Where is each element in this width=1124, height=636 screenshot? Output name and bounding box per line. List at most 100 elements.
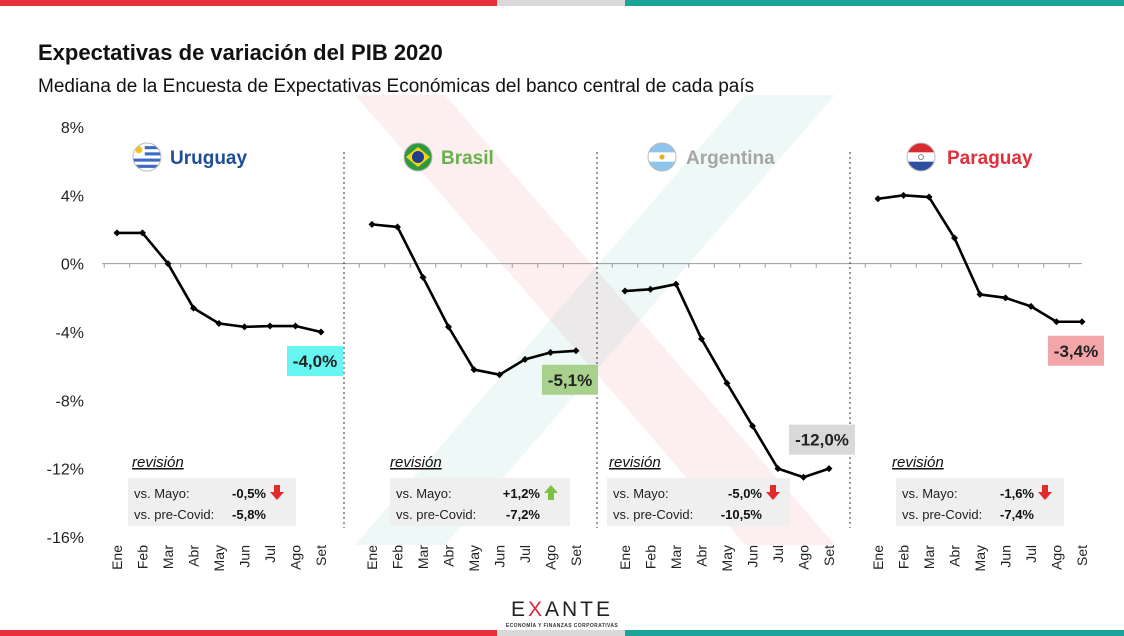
- data-point: [419, 273, 427, 281]
- revision-row-label: vs. Mayo:: [613, 486, 669, 501]
- data-point: [774, 465, 782, 473]
- data-point: [951, 234, 958, 242]
- data-point: [113, 229, 121, 237]
- month-tick-label: Set: [568, 545, 584, 566]
- y-tick-label: 4%: [61, 188, 84, 205]
- month-tick-label: Jun: [745, 545, 761, 568]
- y-tick-label: 8%: [61, 120, 84, 137]
- country-name: Argentina: [686, 148, 775, 169]
- data-point: [723, 379, 731, 387]
- month-tick-label: Ene: [109, 545, 125, 570]
- exante-logo: EXANTE ECONOMÍA Y FINANZAS CORPORATIVAS: [500, 598, 624, 629]
- month-tick-label: Abr: [186, 545, 202, 567]
- data-point: [800, 473, 807, 481]
- final-value-label: -5,1%: [548, 371, 592, 390]
- revision-row-value: +1,2%: [503, 486, 541, 501]
- final-value-badge: [789, 424, 855, 455]
- final-value-badge: [287, 346, 343, 376]
- data-point: [547, 349, 554, 356]
- month-tick-label: May: [972, 545, 988, 571]
- data-point: [521, 355, 529, 363]
- watermark-stroke: [355, 95, 835, 545]
- data-point: [445, 323, 452, 331]
- revision-label: revisión: [390, 454, 442, 471]
- revision-row-value: -7,2%: [506, 507, 540, 522]
- month-tick-label: Ene: [617, 545, 633, 570]
- month-tick-label: Set: [821, 545, 837, 566]
- data-point: [1053, 318, 1060, 326]
- data-point: [825, 465, 833, 473]
- data-point: [394, 223, 401, 231]
- month-tick-label: May: [719, 545, 735, 571]
- month-tick-label: Jul: [770, 545, 786, 563]
- month-tick-label: Mar: [921, 545, 937, 569]
- month-tick-label: Abr: [694, 545, 710, 567]
- revision-box: [607, 478, 790, 526]
- uruguay-series-line: [117, 231, 322, 334]
- y-tick-label: -16%: [47, 530, 84, 547]
- month-tick-label: Mar: [160, 545, 176, 569]
- data-point: [621, 287, 629, 295]
- data-point: [292, 322, 299, 330]
- data-point: [496, 371, 503, 379]
- arrow-down-icon: [766, 485, 780, 500]
- y-tick-label: 0%: [61, 257, 84, 274]
- revision-row-label: vs. Mayo:: [396, 486, 452, 501]
- month-tick-label: Abr: [947, 545, 963, 567]
- revision-row-value: -10,5%: [721, 507, 763, 522]
- revision-label: revisión: [892, 454, 944, 471]
- revision-label: revisión: [132, 454, 184, 471]
- final-value-label: -12,0%: [795, 431, 849, 450]
- watermark-stroke: [355, 95, 835, 545]
- final-value-badge: [542, 364, 598, 395]
- month-tick-label: Jun: [998, 545, 1014, 568]
- data-point: [266, 322, 274, 330]
- brasil-flag-icon: [404, 143, 432, 171]
- data-point: [317, 328, 325, 336]
- data-point: [190, 304, 197, 312]
- month-tick-label: Mar: [415, 545, 431, 569]
- data-point: [698, 335, 705, 343]
- month-tick-label: Jun: [237, 545, 253, 568]
- month-tick-label: Ago: [288, 545, 304, 570]
- logo-wordmark: EXANTE: [510, 598, 614, 621]
- revision-row-label: vs. pre-Covid:: [613, 507, 693, 522]
- month-tick-label: Feb: [390, 545, 406, 569]
- revision-row-label: vs. pre-Covid:: [396, 507, 476, 522]
- month-tick-label: Jul: [1023, 545, 1039, 563]
- logo-tagline: ECONOMÍA Y FINANZAS CORPORATIVAS: [505, 623, 619, 629]
- country-name: Paraguay: [947, 148, 1033, 169]
- month-tick-label: Set: [313, 545, 329, 566]
- chart-subtitle: Mediana de la Encuesta de Expectativas E…: [38, 76, 755, 97]
- month-tick-label: Ago: [543, 545, 559, 570]
- arrow-down-icon: [1038, 485, 1052, 500]
- data-point: [241, 323, 248, 331]
- argentina-flag-icon: [648, 143, 676, 171]
- month-tick-label: Feb: [643, 545, 659, 569]
- month-tick-label: Ene: [870, 545, 886, 570]
- data-point: [215, 319, 223, 327]
- data-point: [164, 260, 172, 268]
- data-point: [1027, 302, 1035, 310]
- data-point: [874, 195, 882, 203]
- data-point: [900, 191, 907, 199]
- data-point: [749, 422, 756, 430]
- arrow-up-icon: [544, 485, 558, 500]
- final-value-badge: [1048, 335, 1104, 366]
- argentina-flag-ring: [647, 142, 677, 172]
- revision-row-value: -5,8%: [232, 507, 266, 522]
- revision-row-value: -1,6%: [1000, 486, 1034, 501]
- data-point: [572, 347, 580, 355]
- month-tick-label: May: [466, 545, 482, 571]
- revision-box: [128, 478, 296, 526]
- month-tick-label: Abr: [441, 545, 457, 567]
- revision-box: [390, 478, 570, 526]
- month-tick-label: Ago: [796, 545, 812, 570]
- month-tick-label: Ago: [1049, 545, 1065, 570]
- month-tick-label: May: [211, 545, 227, 571]
- y-tick-label: -12%: [47, 462, 84, 479]
- bottom-color-bar: [0, 630, 1124, 636]
- final-value-label: -3,4%: [1054, 342, 1098, 361]
- data-point: [139, 229, 146, 237]
